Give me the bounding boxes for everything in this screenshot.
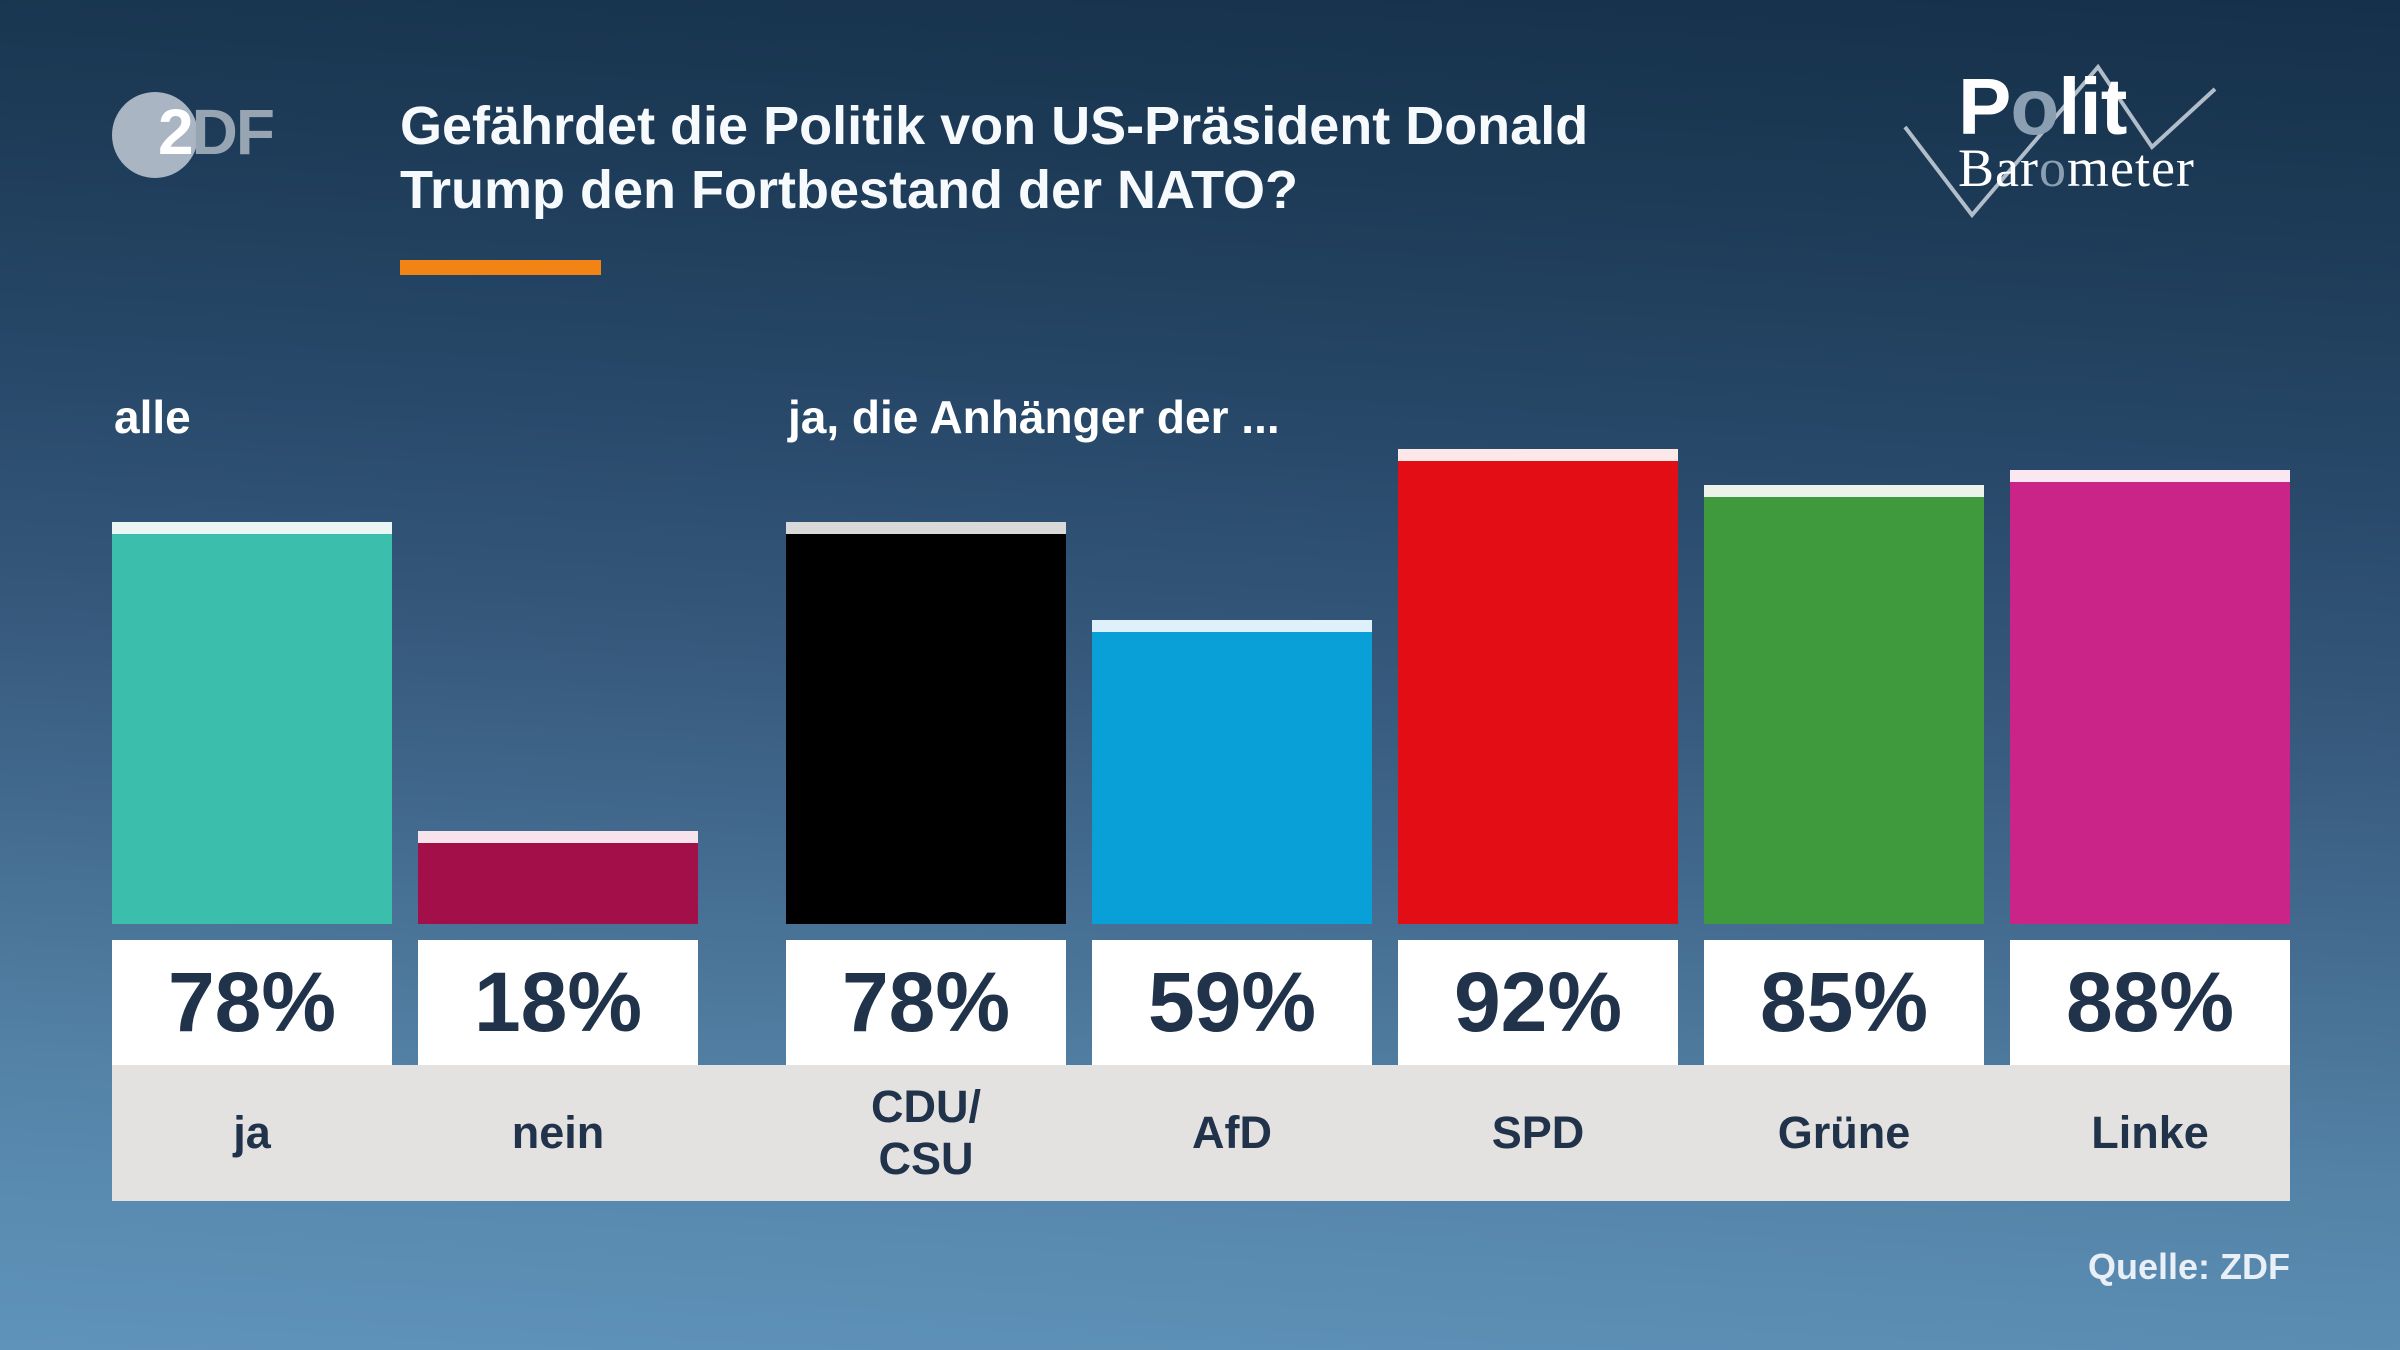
bar-cap	[418, 831, 698, 843]
value-label-nein: 18%	[418, 940, 698, 1065]
category-label-linke: Linke	[2091, 1107, 2209, 1158]
category-label-ja: ja	[233, 1107, 271, 1158]
muted-letter-o: o	[2038, 138, 2067, 198]
value-label-ja: 78%	[112, 940, 392, 1065]
bar-cap	[2010, 470, 2290, 482]
zdf-logo-2: 2	[158, 96, 194, 168]
group-label-anhaenger: ja, die Anhänger der ...	[788, 391, 1280, 443]
brand-word-barometer: Barometer	[1958, 138, 2195, 198]
bar-cap	[1092, 620, 1372, 632]
category-label-cdu-csu: CDU/CSU	[871, 1081, 981, 1184]
zdf-logo: 2DF	[158, 100, 275, 164]
group-label-alle: alle	[114, 391, 191, 443]
muted-letter-o: o	[2010, 62, 2059, 151]
politbarometer-logo: Polit Barometer	[1880, 52, 2240, 232]
bar-cap	[1704, 485, 1984, 497]
zdf-logo-circle	[112, 92, 198, 178]
bar-afd	[1092, 620, 1372, 924]
bar-cap	[112, 522, 392, 534]
category-label-nein: nein	[511, 1107, 605, 1158]
bar-ja	[112, 522, 392, 924]
zdf-logo-df: DF	[191, 96, 275, 168]
category-band	[112, 1065, 2290, 1201]
bar-nein	[418, 831, 698, 924]
checkmark-zigzag-icon	[1903, 63, 2217, 219]
value-label-spd: 92%	[1398, 940, 1678, 1065]
value-label-gruene: 85%	[1704, 940, 1984, 1065]
bar-cap	[786, 522, 1066, 534]
value-label-linke: 88%	[2010, 940, 2290, 1065]
value-label-cdu-csu: 78%	[786, 940, 1066, 1065]
source-credit: Quelle: ZDF	[2087, 1246, 2290, 1287]
bar-cdu-csu	[786, 522, 1066, 924]
category-label-afd: AfD	[1192, 1107, 1272, 1158]
category-label-gruene: Grüne	[1777, 1107, 1911, 1158]
title-accent-underline	[400, 260, 601, 275]
bar-cap	[1398, 449, 1678, 461]
page-title: Gefährdet die Politik von US-Präsident D…	[400, 96, 1589, 220]
bar-gruene	[1704, 485, 1984, 924]
bar-spd	[1398, 449, 1678, 924]
value-label-afd: 59%	[1092, 940, 1372, 1065]
category-label-spd: SPD	[1491, 1107, 1585, 1158]
bar-linke	[2010, 470, 2290, 924]
brand-word-polit: Polit	[1958, 62, 2127, 151]
